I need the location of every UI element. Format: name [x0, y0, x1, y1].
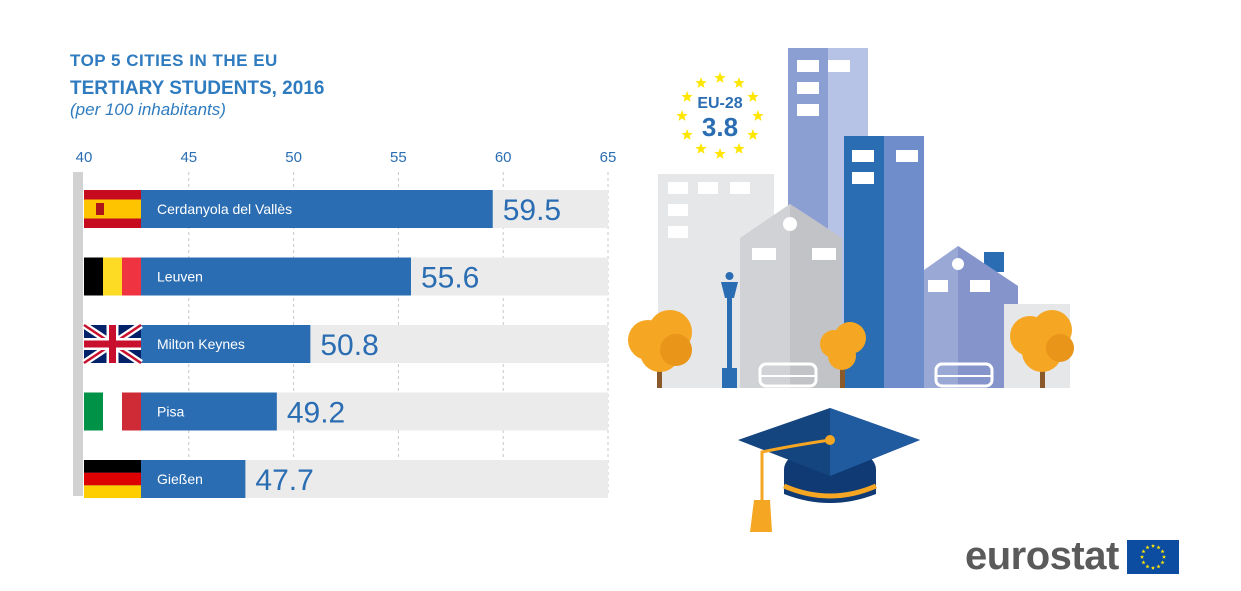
x-tick-label: 65: [600, 149, 617, 166]
tree-middle: [820, 322, 866, 388]
bar-value-label: 55.6: [421, 262, 479, 295]
building-lavender-house: [924, 246, 1018, 390]
bar-category-label: Leuven: [157, 269, 203, 285]
chart-title: TOP 5 CITIES IN THE EU: [70, 51, 278, 70]
spain-flag-icon: [84, 190, 141, 228]
x-tick-label: 50: [285, 149, 302, 166]
united-kingdom-flag-icon: [82, 322, 143, 366]
eu28-badge: EU-28 3.8: [676, 72, 764, 159]
chart-title-block: TOP 5 CITIES IN THE EU TERTIARY STUDENTS…: [70, 50, 324, 120]
bar-category-label: Cerdanyola del Vallès: [157, 201, 292, 217]
italy-flag-icon: [84, 392, 141, 431]
germany-flag-icon: [84, 460, 141, 498]
x-tick-label: 45: [180, 149, 197, 166]
eu-stars-icon: [676, 72, 764, 159]
bar: [84, 190, 493, 228]
bar-value-label: 59.5: [503, 194, 561, 227]
graduation-cap-icon: [738, 408, 920, 532]
bar-value-label: 50.8: [320, 329, 378, 362]
bench-right: [934, 362, 994, 388]
chart-subtitle: TERTIARY STUDENTS, 2016: [70, 78, 325, 99]
city-illustration: EU-28 3.8: [628, 48, 1074, 532]
logo-text: eurostat: [965, 534, 1119, 578]
bar-value-label: 47.7: [255, 464, 313, 497]
bar-category-label: Gießen: [157, 471, 203, 487]
bench-left: [758, 362, 818, 388]
bar-chart: 40 45 50 55 60 65 Cerdanyola del Vallès 59.5 Leu…: [73, 149, 617, 498]
y-axis-bar: [73, 172, 83, 496]
bar-value-label: 49.2: [287, 397, 345, 430]
building-gray-house: [740, 204, 842, 390]
badge-value: 3.8: [702, 112, 738, 142]
badge-label: EU-28: [697, 95, 742, 112]
bar-category-label: Milton Keynes: [157, 336, 245, 352]
belgium-flag-icon: [84, 257, 141, 296]
tree-right: [1010, 310, 1074, 388]
eu-flag-icon: [1126, 539, 1179, 574]
ground-line: [630, 388, 1070, 391]
chart-unit: (per 100 inhabitants): [70, 100, 226, 119]
bar-category-label: Pisa: [157, 404, 184, 420]
x-tick-label: 40: [76, 149, 93, 166]
eurostat-logo: eurostat: [965, 534, 1179, 579]
lamp-post: [721, 272, 738, 388]
x-tick-label: 55: [390, 149, 407, 166]
x-tick-label: 60: [495, 149, 512, 166]
tree-left: [628, 310, 692, 388]
